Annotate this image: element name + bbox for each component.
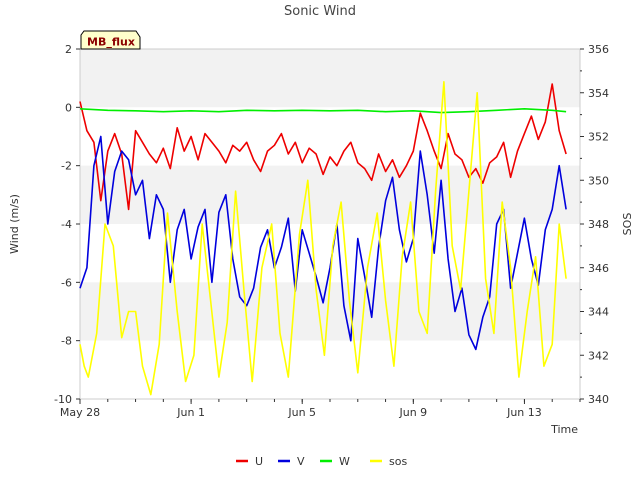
right-y-tick-label: 344 [588, 306, 609, 319]
left-y-tick-label: -6 [61, 276, 72, 289]
right-y-tick-label: 346 [588, 262, 609, 275]
left-y-axis-label: Wind (m/s) [8, 194, 21, 254]
left-y-axis: 2 0 -2 -4 -6 -8 -10 [54, 43, 80, 406]
chart-title: Sonic Wind [284, 4, 356, 19]
right-y-tick-label: 348 [588, 218, 609, 231]
right-y-tick-label: 352 [588, 131, 609, 144]
x-tick-label: Jun 1 [176, 406, 205, 419]
site-badge: MB_flux [80, 30, 141, 50]
grid-band [80, 49, 580, 108]
series-layer [79, 81, 567, 396]
plot-background-bands [80, 49, 580, 399]
left-y-tick-label: -10 [54, 393, 72, 406]
grid-band [80, 165, 580, 224]
right-y-axis: 356 354 352 350 348 346 344 342 340 [580, 43, 609, 406]
right-y-tick-label: 356 [588, 43, 609, 56]
grid-band [80, 340, 580, 399]
right-y-axis-label: SOS [621, 213, 634, 236]
left-y-tick-label: 0 [65, 101, 72, 114]
x-tick-label: Jun 13 [506, 406, 542, 419]
series-line-w [79, 108, 567, 114]
x-axis: May 28 Jun 1 Jun 5 Jun 9 Jun 13 [60, 399, 581, 419]
right-y-tick-label: 342 [588, 349, 609, 362]
left-y-tick-label: -8 [61, 335, 72, 348]
series-line-v [79, 135, 567, 351]
legend-label-v: V [297, 455, 305, 468]
left-y-tick-label: -4 [61, 218, 72, 231]
x-tick-label: Jun 5 [287, 406, 316, 419]
left-y-tick-label: -2 [61, 160, 72, 173]
legend-label-w: W [339, 455, 350, 468]
series-line-u [79, 83, 567, 211]
left-y-tick-label: 2 [65, 43, 72, 56]
site-badge-label: MB_flux [87, 36, 135, 49]
series-line-sos [79, 81, 567, 396]
right-y-tick-label: 350 [588, 174, 609, 187]
legend-label-u: U [255, 455, 263, 468]
right-y-tick-label: 354 [588, 87, 609, 100]
right-y-tick-label: 340 [588, 393, 609, 406]
x-tick-label: Jun 9 [398, 406, 427, 419]
x-tick-label: May 28 [60, 406, 100, 419]
legend-label-sos: sos [389, 455, 407, 468]
x-axis-label: Time [550, 423, 578, 436]
